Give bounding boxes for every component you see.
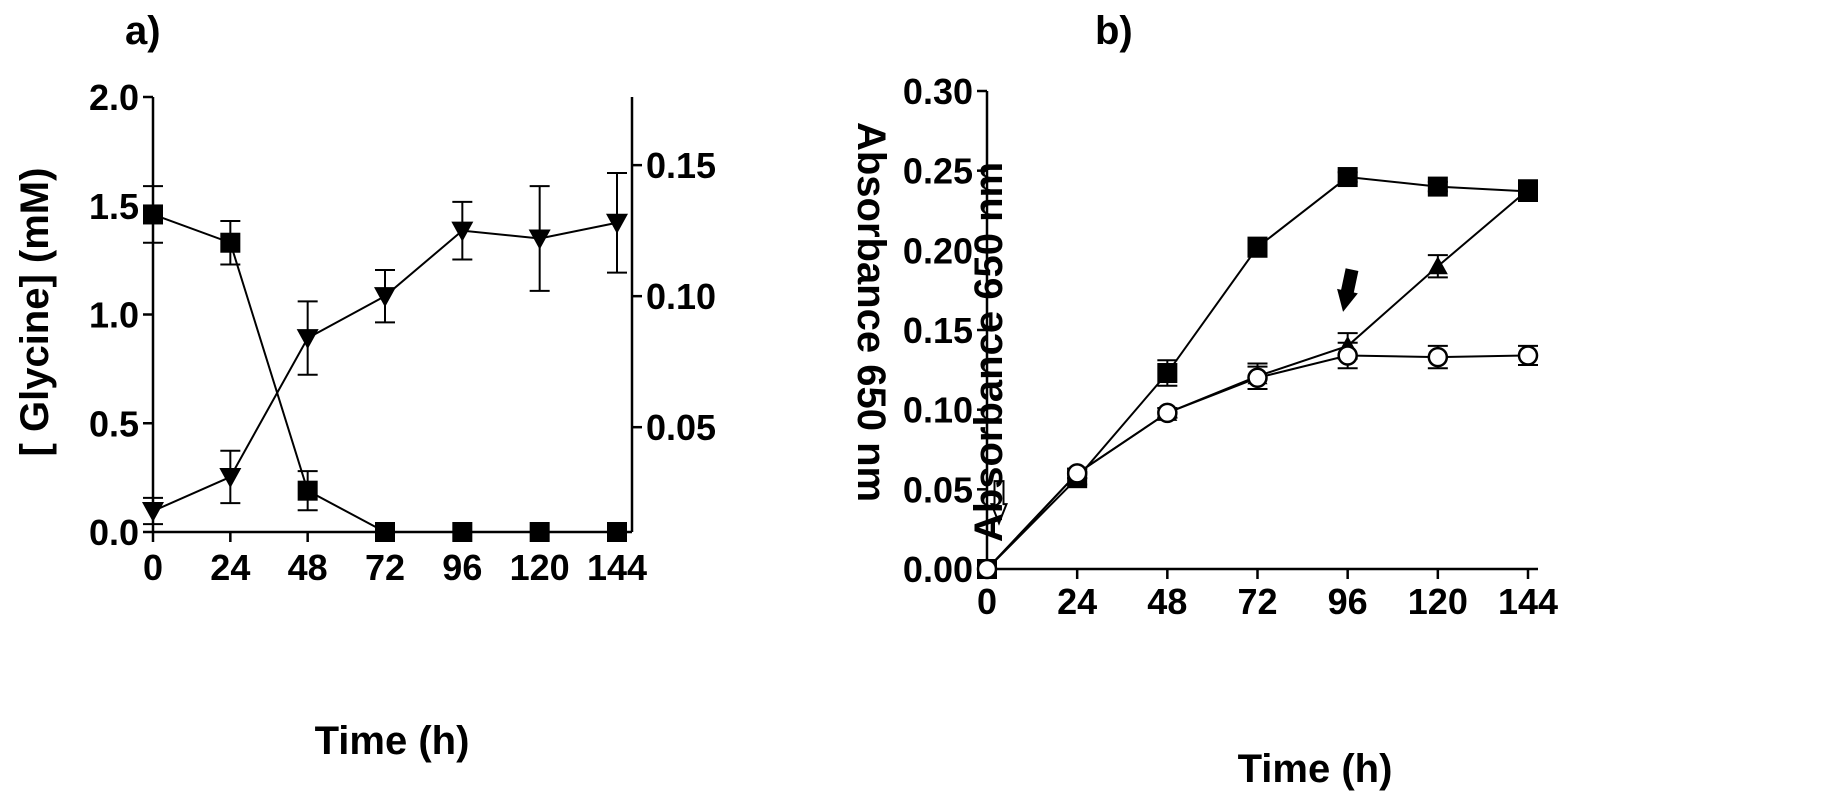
panel-a-left-y-tick-label: 0.5 [89,403,139,444]
panel-b-data-point [1517,345,1539,366]
panel-b-x-tick-label: 48 [1147,581,1187,622]
panel-a-left-y-tick-label: 1.0 [89,295,139,336]
panel-b-plot [976,167,1539,580]
panel-a-right-y-tick-label: 0.15 [646,145,716,186]
panel-a-x-tick-label: 24 [210,547,250,588]
panel-a-right-y-tick-label: 0.10 [646,276,716,317]
panel-a-series-line [152,213,617,533]
panel-a-x-tick-label: 144 [587,547,647,588]
panel-a-data-point [606,213,628,234]
panel-a-data-point [142,502,164,523]
panel-a-series-square [143,185,627,542]
panel-b-x-tick-label: 96 [1328,581,1368,622]
panel-a-series-line [152,221,618,512]
panel-b: b) 0 24 48 72 96 120 144 0.00 0.05 0.10 0.15 0.20 0.… [903,9,1558,791]
panel-a: a) 0 24 48 72 96 120 144 0.0 0.5 1.0 1.5 2.0 0.05 0.1… [13,9,893,763]
panel-a-x-tick-label: 96 [442,547,482,588]
panel-a-series-triangle-down [142,171,628,526]
panel-b-data-point [1427,256,1448,275]
panel-b-series-circle-open [976,341,1539,580]
panel-a-data-point [297,480,318,501]
panel-b-axes: 0 24 48 72 96 120 144 0.00 0.05 0.10 0.15 0.20 0.25 0… [903,71,1558,622]
panel-b-data-point [976,558,998,580]
panel-a-plot [142,171,628,542]
panel-b-y-tick-label: 0.05 [903,469,973,510]
panel-a-data-point [220,232,241,253]
panel-b-y-tick-label: 0.10 [903,390,973,431]
panel-a-right-y-axis-title: Absorbance 650 nm [849,122,893,502]
panel-b-x-tick-label: 120 [1408,581,1468,622]
panel-a-left-y-tick-label: 2.0 [89,77,139,118]
panel-b-data-point [1157,363,1178,384]
panel-a-data-point [529,522,550,542]
panel-a-axes: 0 24 48 72 96 120 144 0.0 0.5 1.0 1.5 2.0 0.05 0.10 0.… [89,77,716,588]
panel-a-x-tick-label: 120 [510,547,570,588]
panel-a-data-point [607,522,627,542]
panel-a-x-axis-title: Time (h) [315,719,470,763]
panel-a-data-point [452,522,473,542]
panel-b-filled-arrow-icon [1337,268,1359,312]
panel-a-data-point [528,229,551,250]
panel-b-data-point [1427,176,1448,197]
panel-a-data-point [219,467,242,488]
panel-a-data-point [451,221,474,242]
panel-b-x-tick-label: 144 [1498,581,1558,622]
panel-a-right-y-tick-label: 0.05 [646,407,716,448]
panel-b-data-point [1247,367,1268,389]
panel-b-data-point [1066,463,1088,484]
panel-b-data-point [1518,179,1538,198]
panel-b-y-tick-label: 0.00 [903,549,973,590]
panel-a-x-tick-label: 72 [365,547,405,588]
panel-b-x-axis-title: Time (h) [1238,747,1393,791]
panel-b-x-tick-label: 24 [1057,581,1097,622]
panel-a-x-tick-label: 48 [288,547,328,588]
panel-b-open-arrow-icon [990,480,1008,526]
panel-b-data-point [1337,167,1358,188]
panel-b-label: b) [1095,9,1133,53]
panel-b-data-point [1157,402,1178,424]
panel-b-y-axis-title: Absorbance 650 nm [967,162,1011,542]
panel-b-y-tick-label: 0.20 [903,230,973,271]
panel-a-data-point [374,287,396,308]
panel-b-y-tick-label: 0.30 [903,71,973,112]
panel-b-data-point [1247,237,1268,258]
panel-b-data-point [1427,346,1449,368]
panel-a-label: a) [125,9,161,53]
panel-b-x-tick-label: 72 [1237,581,1277,622]
panel-a-left-y-tick-label: 0.0 [89,512,139,553]
panel-a-left-y-axis-title: [ Glycine] (mM) [13,168,57,457]
panel-a-x-tick-label: 0 [143,547,163,588]
panel-a-data-point [296,329,319,350]
panel-a-data-point [375,522,395,542]
panel-a-data-point [143,204,163,225]
panel-b-y-tick-label: 0.15 [903,310,973,351]
panel-b-x-tick-label: 0 [977,581,997,622]
panel-a-left-y-tick-label: 1.5 [89,186,139,227]
panel-b-y-tick-label: 0.25 [903,151,973,192]
panel-b-data-point [1337,345,1358,366]
